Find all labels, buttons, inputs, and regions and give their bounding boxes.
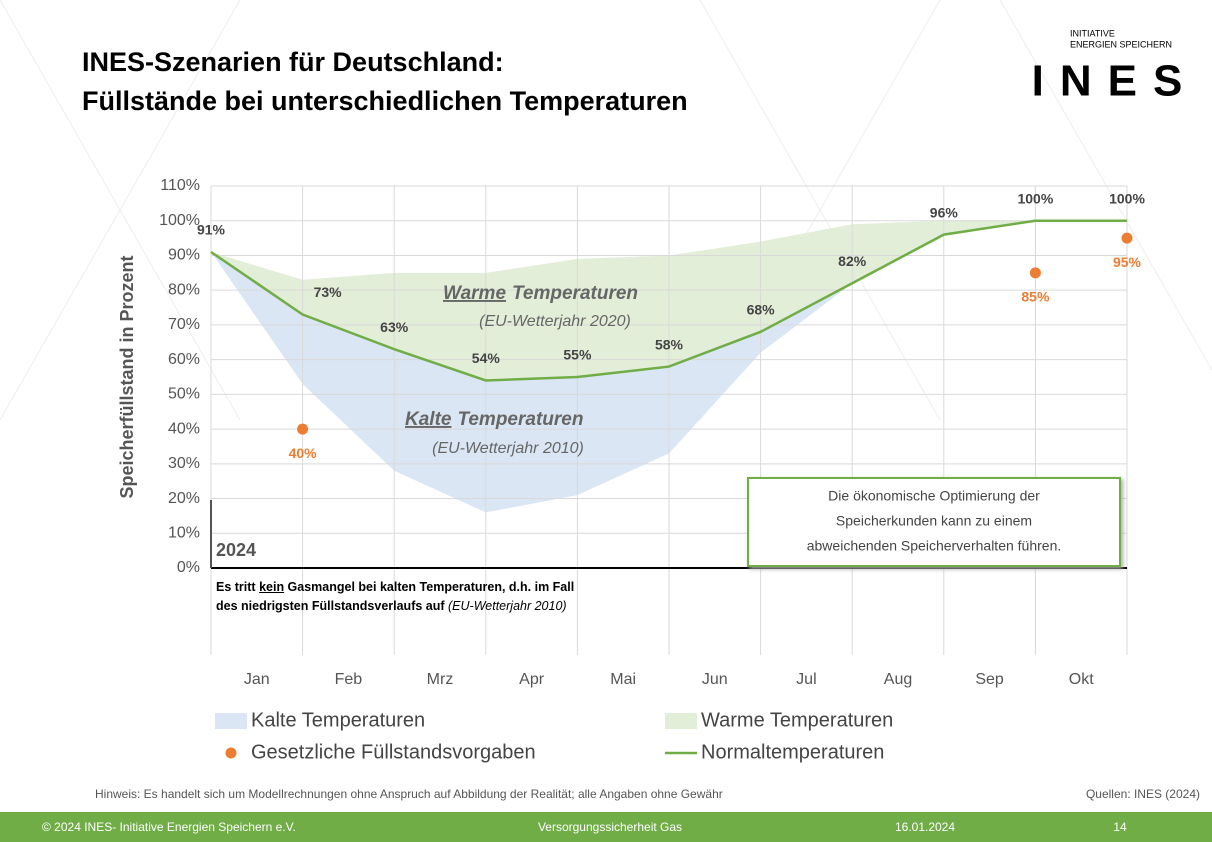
footer-text: 16.01.2024 (895, 820, 955, 834)
x-tick-label: Okt (1069, 671, 1094, 688)
y-tick-label: 0% (177, 559, 200, 576)
legend-swatch (225, 747, 237, 759)
logo: INES (1032, 57, 1199, 106)
legend-label: Warme Temperaturen (701, 709, 893, 731)
x-tick-label: Mai (610, 671, 636, 688)
annotation-underlined: Warme (443, 283, 506, 304)
data-label: 100% (1109, 190, 1145, 206)
x-tick-label: Jan (244, 671, 270, 688)
area (211, 220, 1127, 513)
data-label: 73% (314, 284, 343, 300)
point (297, 423, 309, 435)
data-label: 68% (747, 302, 776, 318)
info-text: Die ökonomische Optimierung der (828, 488, 1040, 504)
footer-bar (0, 812, 1212, 842)
note: Es tritt kein Gasmangel bei kalten Tempe… (216, 578, 574, 616)
annotation: Warme Temperaturen (443, 283, 638, 304)
y-tick-label: 40% (168, 420, 200, 437)
x-tick-label: Apr (519, 671, 545, 688)
y-tick-label: 80% (168, 281, 200, 298)
y-axis-label: Speicherfüllstand in Prozent (117, 255, 137, 498)
year-label: 2024 (216, 540, 256, 560)
annotation: (EU-Wetterjahr 2010) (432, 440, 584, 457)
note-text: Gasmangel bei kalten Temperaturen, d.h. … (284, 580, 575, 594)
data-label: 54% (472, 350, 501, 366)
annotation-text: Temperaturen (457, 409, 583, 430)
legend-label: Kalte Temperaturen (251, 709, 425, 731)
x-tick-label: Feb (335, 671, 363, 688)
legend-swatch (215, 713, 247, 729)
legend-label: Gesetzliche Füllstandsvorgaben (251, 741, 536, 763)
annotation: (EU-Wetterjahr 2020) (479, 313, 631, 330)
x-tick-label: Mrz (427, 671, 454, 688)
x-tick-label: Sep (975, 671, 1004, 688)
y-tick-label: 20% (168, 490, 200, 507)
y-tick-label: 50% (168, 386, 200, 403)
plot: 0% 10% 20% 30% 40% 50% 60% 70% 80% 90% 100% 110% Jan… (159, 177, 1145, 688)
point (1029, 267, 1041, 279)
data-label: 100% (1017, 190, 1053, 206)
title: Füllstände bei unterschiedlichen Tempera… (82, 86, 688, 116)
data-label: 55% (563, 347, 592, 363)
annotation-text: Temperaturen (512, 283, 638, 304)
hint: Hinweis: Es handelt sich um Modellrechnu… (95, 787, 723, 801)
data-label: 63% (380, 319, 409, 335)
note-italic: (EU-Wetterjahr 2010) (448, 599, 567, 613)
y-tick-label: 110% (160, 177, 200, 194)
note-text: Es tritt (216, 580, 260, 594)
sources: Quellen: INES (2024) (1086, 787, 1200, 801)
logo-small: ENERGIEN SPEICHERN (1070, 39, 1172, 49)
x-tick-label: Jun (702, 671, 728, 688)
data-label: 85% (1021, 289, 1050, 305)
annotation: Kalte Temperaturen (405, 409, 583, 430)
y-tick-label: 70% (168, 316, 200, 333)
data-label: 95% (1113, 254, 1142, 270)
y-tick-label: 90% (168, 247, 200, 264)
info-box (747, 477, 1121, 567)
footer-text: Versorgungssicherheit Gas (538, 820, 682, 834)
data-label: 96% (930, 204, 959, 220)
y-tick-label: 100% (159, 212, 200, 229)
data-label: 82% (838, 253, 867, 269)
info-text: Speicherkunden kann zu einem (836, 513, 1032, 529)
logo-small: INITIATIVE (1070, 28, 1115, 38)
y-tick-label: 10% (168, 524, 200, 541)
data-label: 58% (655, 336, 684, 352)
footer-text: 14 (1113, 820, 1127, 834)
annotation-underlined: Kalte (405, 409, 452, 430)
note-text: des niedrigsten Füllstandsverlaufs auf (216, 599, 449, 613)
data-label: 40% (289, 445, 318, 461)
y-tick-label: 60% (168, 351, 200, 368)
legend-label: Normaltemperaturen (701, 741, 884, 763)
note-underlined: kein (259, 580, 285, 594)
y-tick-label: 30% (168, 455, 200, 472)
x-tick-label: Aug (884, 671, 912, 688)
legend-swatch (665, 713, 697, 729)
line (210, 219, 1127, 382)
footer-text: © 2024 INES- Initiative Energien Speiche… (42, 820, 296, 834)
info-text: abweichenden Speicherverhalten führen. (807, 538, 1062, 554)
x-tick-label: Jul (796, 671, 816, 688)
data-label: 91% (197, 222, 226, 238)
legend: Kalte Temperaturen Warme Temperaturen Gese… (215, 709, 893, 763)
title: INES-Szenarien für Deutschland: (82, 47, 504, 77)
point (1121, 232, 1133, 244)
